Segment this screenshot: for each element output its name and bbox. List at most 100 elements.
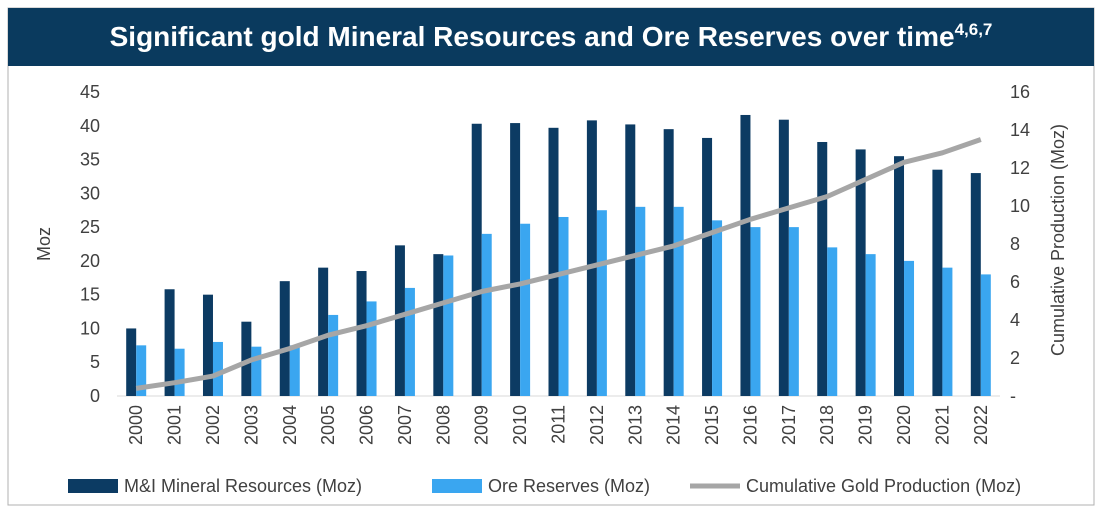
y2-tick-label: 12 [1010,158,1030,178]
bar [212,341,223,396]
x-tick-label: 2012 [587,405,607,445]
bar [788,227,799,396]
bar [750,227,761,396]
x-tick-label: 2001 [165,405,185,445]
bar [712,220,723,396]
title-text: Significant gold Mineral Resources and O… [110,21,955,52]
bar [164,289,175,396]
x-tick-label: 2000 [126,405,146,445]
bar [673,206,684,396]
bar [404,287,415,396]
bar [174,348,185,396]
legend-swatch [432,479,482,493]
bar [356,271,367,396]
x-tick-label: 2020 [894,405,914,445]
legend-label: Ore Reserves (Moz) [488,476,650,496]
x-tick-label: 2021 [932,405,952,445]
bar [702,137,713,396]
bar [443,255,454,396]
bar [366,301,377,396]
bar [481,233,492,396]
x-tick-label: 2005 [318,405,338,445]
legend-label: M&I Mineral Resources (Moz) [124,476,362,496]
bar [558,216,569,396]
legend-label: Cumulative Gold Production (Moz) [746,476,1021,496]
bar [904,260,915,396]
bar [855,149,866,396]
bar [865,254,876,396]
x-tick-label: 2006 [357,405,377,445]
bar [942,267,953,396]
y-tick-label: 10 [80,318,100,338]
x-tick-label: 2019 [856,405,876,445]
x-tick-label: 2014 [664,405,684,445]
title-superscript: 4,6,7 [955,20,993,39]
y-tick-label: 35 [80,150,100,170]
y-tick-label: 0 [90,386,100,406]
line [135,137,982,391]
y-tick-label: 15 [80,285,100,305]
x-tick-label: 2013 [625,405,645,445]
bar [663,129,674,396]
y2-axis-label: Cumulative Production (Moz) [1048,124,1068,356]
x-tick-label: 2009 [472,405,492,445]
y-tick-label: 20 [80,251,100,271]
bar [279,281,290,396]
bar [932,169,943,396]
bar [318,267,329,396]
x-tick-label: 2007 [395,405,415,445]
y2-tick-label: - [1010,386,1016,406]
bar [202,294,213,396]
x-tick-label: 2015 [702,405,722,445]
y-tick-label: 5 [90,352,100,372]
x-tick-label: 2016 [740,405,760,445]
y2-tick-label: 14 [1010,120,1030,140]
bar [817,141,828,396]
bar [980,274,991,396]
bar [970,173,981,396]
y2-tick-label: 6 [1010,272,1020,292]
title-banner [8,8,1094,66]
x-tick-label: 2017 [779,405,799,445]
y-tick-label: 40 [80,116,100,136]
x-tick-label: 2008 [433,405,453,445]
bar [635,206,646,396]
y2-tick-label: 8 [1010,234,1020,254]
bar [740,114,751,397]
bar [126,328,137,396]
bar [471,123,482,397]
y2-tick-label: 16 [1010,82,1030,102]
y2-tick-label: 10 [1010,196,1030,216]
bar [548,127,559,396]
x-tick-label: 2004 [280,405,300,445]
bar [778,119,789,396]
y-axis-label: Moz [34,227,54,261]
y-tick-label: 25 [80,217,100,237]
x-tick-label: 2022 [971,405,991,445]
y-tick-label: 30 [80,183,100,203]
legend-swatch [68,479,118,493]
bar [510,123,521,396]
bar [520,223,531,396]
x-tick-label: 2010 [510,405,530,445]
bar [827,247,838,396]
bar [241,321,252,396]
bar [894,156,905,396]
bar [251,346,262,396]
bar [433,254,444,396]
x-tick-label: 2003 [241,405,261,445]
chart-title: Significant gold Mineral Resources and O… [110,20,993,52]
bar [136,345,147,396]
bar [328,314,339,396]
x-tick-label: 2011 [549,405,569,444]
y2-tick-label: 4 [1010,310,1020,330]
bar [289,345,300,396]
y2-tick-label: 2 [1010,348,1020,368]
y-tick-label: 45 [80,82,100,102]
x-tick-label: 2002 [203,405,223,445]
x-tick-label: 2018 [817,405,837,445]
bar [586,120,597,396]
bar [596,210,607,396]
bar [625,124,636,396]
